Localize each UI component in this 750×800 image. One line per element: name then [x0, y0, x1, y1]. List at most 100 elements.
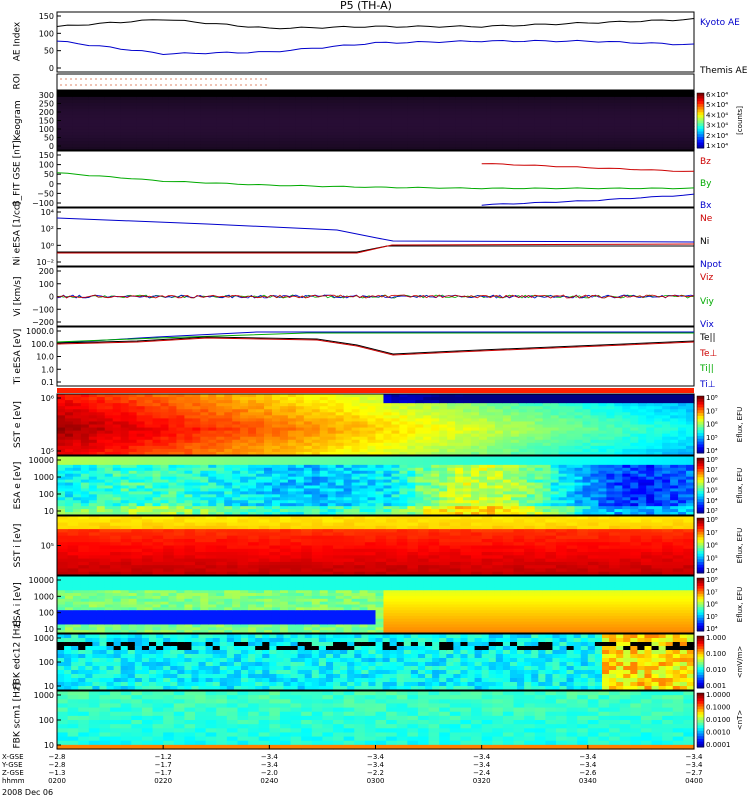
roi-dot	[120, 84, 122, 86]
x-tick-label: −1.3	[49, 769, 66, 777]
roi-dot	[100, 84, 102, 86]
colorbar-tick-label: 5×10⁴	[706, 101, 728, 109]
colorbar-tick-label: 4×10⁴	[706, 111, 728, 119]
roi-dot	[110, 78, 112, 80]
roi-dot	[180, 84, 182, 86]
colorbar-tick-label: 10⁸	[706, 456, 718, 464]
colorbar-unit: Eflux, EFU	[736, 587, 744, 622]
esst-colorbar	[696, 395, 705, 454]
roi-dot	[155, 84, 157, 86]
y-tick-label: 10⁴	[41, 208, 54, 217]
colorbar-tick-label: 10⁴	[706, 625, 718, 633]
x-tick-label: −1.7	[155, 761, 172, 769]
roi-dot	[160, 84, 162, 86]
colorbar-unit: Eflux, EFU	[736, 468, 744, 503]
date-label: 2008 Dec 06	[2, 788, 53, 797]
colorbar-tick-label: 10⁶	[706, 421, 718, 429]
colorbar-unit: Eflux, EFU	[736, 407, 744, 442]
roi-dot	[255, 78, 257, 80]
roi-dot	[150, 84, 152, 86]
eesa-colorbar	[696, 457, 705, 514]
roi-dot	[250, 78, 252, 80]
kyoto-ae-line	[56, 39, 695, 56]
y-tick-label: 10⁻²	[36, 258, 54, 267]
y-tick-label: 10⁶	[41, 394, 54, 403]
x-tick-label: −2.8	[49, 753, 66, 761]
y-tick-label: 10⁵	[41, 542, 54, 551]
x-tick-label: 0340	[579, 777, 597, 785]
te-perp-line	[56, 337, 695, 356]
roi-dot	[185, 84, 187, 86]
roi-dot	[180, 78, 182, 80]
colorbar-tick-label: 10⁴	[706, 447, 718, 455]
x-tick-label: 0400	[685, 777, 703, 785]
ti-legend-item: Ti⊥	[700, 380, 716, 390]
x-row-label: X-GSE	[2, 753, 24, 761]
eesa-spectrogram	[57, 456, 695, 516]
colorbar-tick-label: 1×10⁴	[706, 142, 728, 150]
y-tick-label: 150	[39, 117, 54, 126]
x-tick-label: −3.4	[473, 761, 491, 769]
roi-dot	[195, 78, 197, 80]
iesa-spectrogram	[57, 576, 695, 634]
colorbar-unit: <nT>	[736, 710, 744, 731]
y-tick-label: 10	[44, 507, 54, 516]
roi-dot	[85, 78, 87, 80]
ti-legend-item: Ti||	[700, 364, 714, 375]
x-tick-label: −3.4	[367, 753, 385, 761]
bfit-frame	[56, 150, 695, 208]
x-row-label: Y-GSE	[1, 761, 23, 769]
roi-dot	[220, 78, 222, 80]
roi-dot	[60, 84, 62, 86]
roi-dot	[255, 84, 257, 86]
x-row-label: Z-GSE	[2, 769, 24, 777]
fbke-spectrogram	[57, 634, 695, 691]
x-tick-label: −3.4	[579, 761, 597, 769]
roi-dot	[260, 84, 262, 86]
x-row-label: hhmm	[2, 777, 25, 785]
y-tick-label: 1000.0	[26, 327, 54, 336]
roi-dot	[170, 84, 172, 86]
y-tick-label: 10	[44, 682, 54, 691]
roi-dot	[240, 84, 242, 86]
colorbar-tick-label: 10⁷	[706, 466, 718, 474]
y-tick-label: 250	[39, 100, 54, 109]
roi-dot	[235, 78, 237, 80]
roi-dot	[165, 78, 167, 80]
y-tick-label: 0	[49, 64, 54, 73]
roi-dot	[85, 84, 87, 86]
y-tick-label: 100	[39, 161, 54, 170]
colorbar-tick-label: 10⁸	[706, 576, 718, 584]
roi-dot	[230, 84, 232, 86]
fbkb-spectrogram	[57, 691, 695, 750]
roi-dot	[80, 84, 82, 86]
y-tick-label: 1000	[34, 473, 54, 482]
eesa-frame	[56, 455, 695, 516]
colorbar-tick-label: 10⁷	[706, 588, 718, 596]
roi-dot	[65, 78, 67, 80]
roi-dot	[210, 78, 212, 80]
roi-dot	[245, 78, 247, 80]
y-tick-label: 0	[49, 142, 54, 151]
isst-spectrogram	[57, 516, 695, 576]
kgram-spectrogram	[57, 91, 695, 151]
ae-legend-item: Themis AE	[700, 66, 748, 76]
colorbar-tick-label: 10⁷	[706, 407, 718, 415]
roi-dot	[250, 84, 252, 86]
roi-dot	[215, 84, 217, 86]
y-tick-label: 100	[39, 609, 54, 618]
colorbar-tick-label: 0.001	[706, 682, 726, 690]
roi-frame	[56, 73, 695, 91]
vi-legend-item: Vix	[700, 320, 714, 330]
x-tick-label: −3.4	[261, 761, 279, 769]
roi-dot	[170, 78, 172, 80]
colorbar-tick-label: 10⁵	[706, 434, 718, 442]
roi-dot	[245, 84, 247, 86]
colorbar-tick-label: 0.0010	[706, 729, 731, 737]
x-tick-label: −2.6	[579, 769, 597, 777]
bz-line	[481, 163, 695, 172]
colorbar-unit: [counts]	[736, 106, 744, 135]
roi-dot	[140, 84, 142, 86]
colorbar-tick-label: 0.100	[706, 650, 726, 658]
colorbar-tick-label: 0.0100	[706, 716, 731, 724]
